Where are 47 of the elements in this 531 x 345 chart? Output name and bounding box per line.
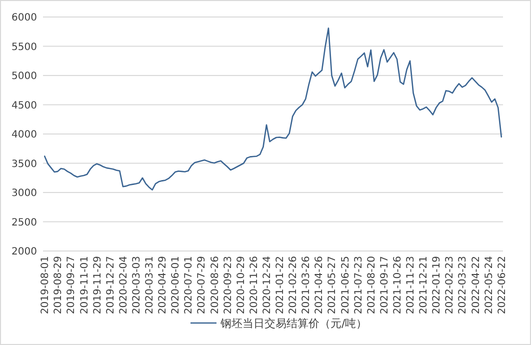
x-tick-label: 2019-11-29	[92, 256, 104, 314]
x-tick-label: 2020-09-23	[222, 256, 234, 314]
x-tick-label: 2020-02-04	[118, 256, 130, 314]
x-tick-label: 2020-04-29	[158, 256, 169, 314]
y-tick-label: 4000	[12, 130, 37, 140]
x-tick-label: 2022-01-19	[432, 256, 443, 314]
x-tick-label: 2019-11-01	[79, 256, 90, 314]
x-tick-label: 2019-12-27	[105, 256, 116, 314]
x-tick-label: 2022-05-24	[484, 256, 495, 314]
x-tick-label: 2020-10-29	[236, 256, 247, 314]
x-tick-label: 2021-06-25	[340, 256, 352, 314]
x-tick-label: 2021-05-27	[327, 256, 338, 314]
x-tick-label: 2022-02-23	[444, 256, 456, 314]
line-series	[44, 27, 502, 191]
x-tick-label: 2020-03-03	[131, 256, 142, 314]
x-tick-label: 2021-10-26	[392, 256, 404, 314]
x-tick-label: 2020-07-01	[184, 256, 195, 314]
y-tick-label: 4500	[12, 100, 37, 112]
y-tick-label: 2000	[12, 246, 37, 258]
x-tick-label: 2021-12-21	[418, 256, 430, 314]
x-tick-label: 2020-08-26	[210, 256, 221, 314]
x-tick-label: 2022-06-22	[496, 256, 508, 314]
x-tick-label: 2020-11-26	[248, 256, 260, 314]
x-tick-label: 2019-08-29	[53, 256, 64, 314]
x-tick-label: 2020-06-01	[170, 256, 182, 314]
x-tick-label: 2020-12-24	[262, 256, 273, 314]
legend-label: 钢坯当日交易结算价（元/吨）	[220, 317, 368, 330]
y-tick-label: 3500	[12, 158, 37, 170]
x-tick-label: 2021-01-22	[275, 256, 286, 314]
y-tick-label: 6000	[12, 12, 37, 24]
y-tick-label: 2500	[12, 217, 37, 228]
x-tick-label: 2021-02-26	[288, 256, 300, 314]
y-tick-label: 5500	[12, 42, 37, 53]
x-tick-label: 2019-09-27	[66, 256, 78, 314]
x-tick-label: 2021-07-23	[353, 256, 364, 314]
x-tick-label: 2021-09-17	[379, 256, 390, 314]
x-tick-label: 2022-03-23	[458, 256, 469, 314]
x-tick-label: 2021-04-26	[314, 256, 326, 314]
x-tick-label: 2022-04-22	[470, 256, 482, 314]
x-tick-label: 2020-03-31	[144, 256, 156, 314]
y-tick-label: 5000	[12, 71, 37, 82]
x-tick-label: 2021-11-23	[406, 256, 417, 314]
x-tick-label: 2021-08-20	[366, 256, 378, 314]
x-tick-label: 2021-03-26	[301, 256, 312, 314]
x-tick-label: 2020-07-29	[196, 256, 208, 314]
y-tick-label: 3000	[12, 188, 37, 199]
x-tick-label: 2019-08-01	[40, 256, 52, 314]
